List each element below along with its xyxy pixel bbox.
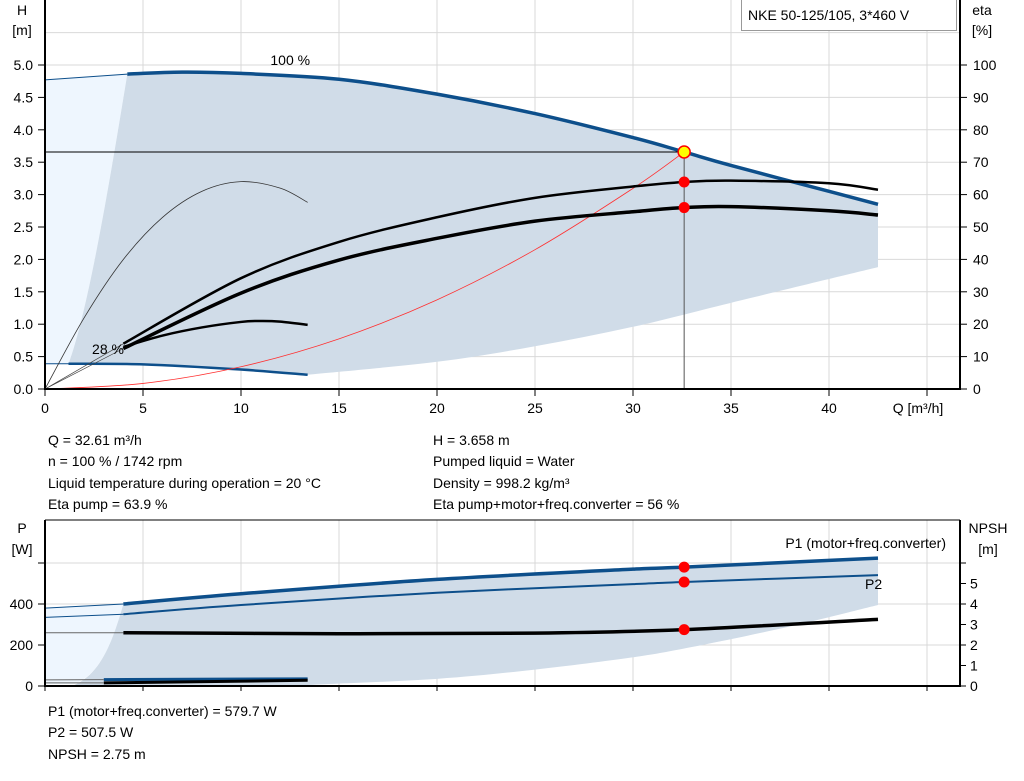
npsh-readout: NPSH = 2.75 m	[48, 745, 146, 762]
p1-curve-extension	[44, 603, 124, 609]
y2-tick-label: 40	[973, 251, 989, 267]
operating-range-light-area	[45, 74, 128, 364]
eta-pump-curve-28	[44, 181, 308, 390]
x-tick-label: 5	[139, 400, 147, 416]
curve-label-100: 100 %	[270, 52, 310, 68]
p2-readout: P2 = 507.5 W	[48, 724, 134, 741]
eta-total-readout: Eta pump+motor+freq.converter = 56 %	[433, 495, 680, 512]
head-readout: H = 3.658 m	[433, 432, 510, 448]
y2-tick-label: 3	[970, 617, 978, 633]
x-tick-label: 20	[429, 400, 445, 416]
eta-pump-point	[678, 176, 690, 188]
y2-axis-unit: [%]	[972, 22, 992, 38]
p2-legend-label: P2	[865, 576, 882, 592]
p1-readout: P1 (motor+freq.converter) = 579.7 W	[48, 703, 277, 719]
x-tick-label: 35	[723, 400, 739, 416]
speed-readout: n = 100 % / 1742 rpm	[48, 453, 183, 470]
y-axis-label: H	[17, 2, 27, 18]
y-tick-label: 3.5	[14, 154, 34, 170]
eta-total-curve	[122, 204, 879, 351]
y2-tick-label: 70	[973, 154, 989, 170]
y2-tick-label: 2	[970, 637, 978, 653]
y2-tick-label: 1	[970, 658, 978, 674]
info-top-right: H = 3.658 m Pumped liquid = Water Densit…	[433, 430, 679, 515]
y2-tick-label: 100	[973, 57, 997, 73]
p1-curve	[123, 556, 879, 606]
y-tick-label: 3.0	[14, 187, 34, 203]
y-tick-label: 4.0	[14, 122, 34, 138]
head-curve-100	[127, 70, 879, 207]
y2-axis-unit: [m]	[978, 541, 997, 557]
p2-curve	[123, 574, 879, 616]
y-tick-label: 0	[25, 678, 33, 694]
y-tick-label: 0.0	[14, 381, 34, 397]
npsh-curve	[123, 617, 879, 636]
eta-total-curve-28	[123, 319, 308, 349]
y2-tick-label: 5	[970, 576, 978, 592]
curve-label-28: 28 %	[92, 341, 124, 357]
x-tick-label: 0	[41, 400, 49, 416]
info-top-left: Q = 32.61 m³/h n = 100 % / 1742 rpm Liqu…	[48, 430, 321, 515]
x-tick-label: 10	[233, 400, 249, 416]
y2-tick-label: 4	[970, 596, 978, 612]
curve-28-extension	[44, 679, 104, 684]
p1-point	[678, 561, 690, 573]
y-axis-unit: [W]	[12, 541, 33, 557]
y-tick-label: 5.0	[14, 57, 34, 73]
p1-legend-label: P1 (motor+freq.converter)	[785, 535, 946, 551]
y2-tick-label: 10	[973, 349, 989, 365]
density-readout: Density = 998.2 kg/m³	[433, 474, 570, 491]
y-tick-label: 400	[10, 596, 34, 612]
duty-point	[677, 145, 691, 159]
y2-axis-label: eta	[972, 2, 992, 18]
liquid-temperature-readout: Liquid temperature during operation = 20…	[48, 474, 321, 491]
p2-point	[678, 576, 690, 588]
y2-tick-label: 90	[973, 89, 989, 105]
y2-tick-label: 30	[973, 284, 989, 300]
y2-tick-label: 20	[973, 316, 989, 332]
operating-range-light-area	[45, 604, 124, 684]
y2-tick-label: 0	[973, 381, 981, 397]
system-curve	[44, 151, 685, 390]
y2-tick-label: 50	[973, 219, 989, 235]
y2-tick-label: 0	[970, 678, 978, 694]
x-tick-label: 40	[821, 400, 837, 416]
y-axis-label: P	[17, 520, 26, 536]
y-tick-label: 200	[10, 637, 34, 653]
chart-title-legend: NKE 50-125/105, 3*460 V	[741, 0, 957, 31]
lower-chart-power-npsh: P1 (motor+freq.converter) P2 0 200 400 0 1 2 3 4 5…	[10, 519, 1008, 694]
x-axis-label: Q [m³/h]	[893, 400, 944, 416]
y-tick-label: 4.5	[14, 89, 34, 105]
y2-axis-label: NPSH	[969, 520, 1008, 536]
y-tick-label: 0.5	[14, 349, 34, 365]
x-tick-label: 30	[625, 400, 641, 416]
pumped-liquid-readout: Pumped liquid = Water	[433, 453, 575, 470]
eta-pump-readout: Eta pump = 63.9 %	[48, 495, 168, 512]
y-tick-label: 1.0	[14, 316, 34, 332]
y-axis-unit: [m]	[12, 22, 31, 38]
p1-curve-28	[103, 677, 308, 682]
x-tick-label: 25	[527, 400, 543, 416]
npsh-point	[678, 624, 690, 636]
x-tick-label: 15	[331, 400, 347, 416]
y2-tick-label: 80	[973, 122, 989, 138]
p2-curve-extension	[44, 613, 124, 618]
y2-tick-label: 60	[973, 187, 989, 203]
y-tick-label: 1.5	[14, 284, 34, 300]
eta-pump-curve	[122, 179, 879, 345]
pump-model-title: NKE 50-125/105, 3*460 V	[748, 7, 910, 23]
flow-readout: Q = 32.61 m³/h	[48, 432, 142, 448]
info-bottom: P1 (motor+freq.converter) = 579.7 W P2 =…	[48, 701, 277, 765]
upper-chart-performance: 100 % 28 % 0 5 10 15 20 25 30 35 40 Q [m³/h] 0.0 0.5 1…	[12, 0, 997, 416]
operating-range-area	[68, 72, 878, 375]
eta-total-point	[678, 202, 690, 214]
head-curve-28	[68, 362, 308, 376]
y-tick-label: 2.0	[14, 251, 34, 267]
y-tick-label: 2.5	[14, 219, 34, 235]
npsh-curve-28	[103, 678, 308, 685]
operating-range-area	[74, 558, 878, 685]
eta-curve-extension	[44, 343, 124, 390]
head-curve-100-extension	[44, 73, 128, 81]
